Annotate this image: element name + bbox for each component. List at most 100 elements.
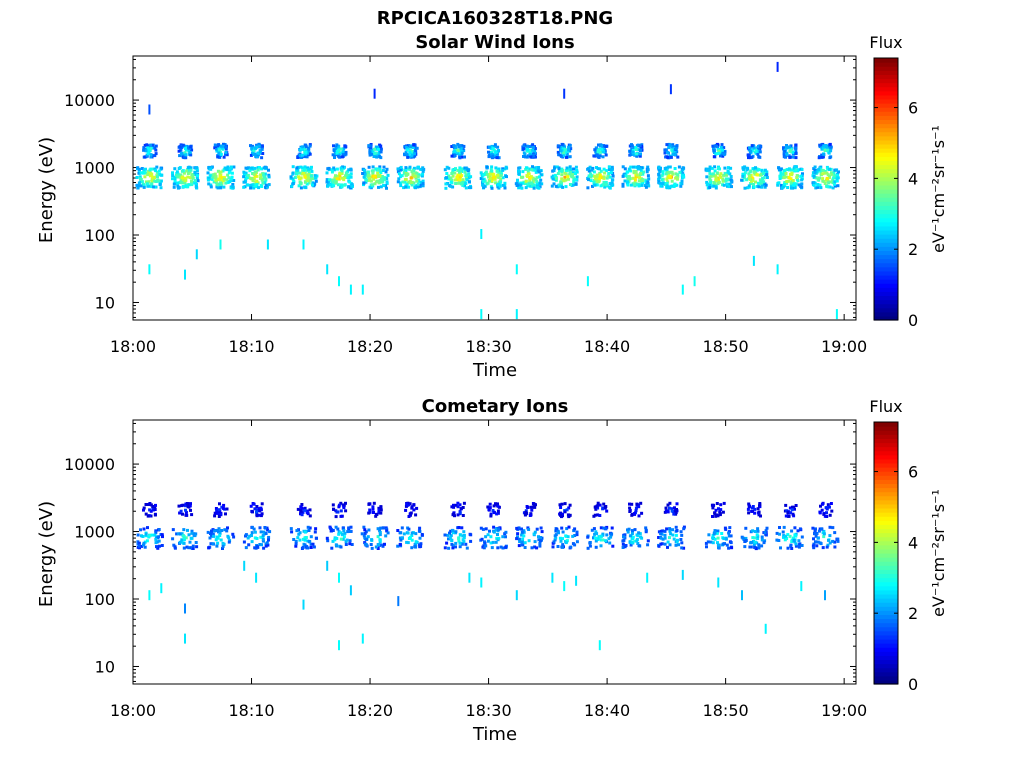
flux-cell [630,512,634,516]
flux-cell [171,537,175,541]
flux-cell [601,532,605,536]
flux-cell [716,167,720,170]
flux-cell [497,167,501,171]
flux-cell [209,185,213,189]
flux-cell [161,535,164,539]
flux-cell [216,510,220,514]
flux-cell [252,149,256,153]
flux-cell [249,186,253,190]
flux-cell [831,539,835,543]
flux-cell [300,506,304,510]
flux-cell [754,547,758,551]
flux-cell [647,184,651,188]
flux-cell [631,537,634,541]
flux-cell [418,183,422,187]
flux-cell [331,153,335,157]
flux-cell [345,538,349,542]
flux-cell [586,176,590,180]
flux-cell [260,512,264,516]
flux-cell [291,165,295,169]
flux-cell [602,150,606,153]
flux-cell [349,585,352,596]
flux-cell [338,174,342,178]
flux-cell [154,144,158,148]
flux-cell [751,529,755,533]
colorbar-segment [874,589,898,595]
flux-cell [224,166,228,170]
flux-cell [753,545,757,549]
flux-cell [152,185,156,189]
flux-cell [488,529,491,533]
flux-cell [232,535,236,539]
flux-cell [663,529,667,533]
spectrogram-cells [135,61,840,320]
flux-cell [212,173,216,177]
flux-cell [586,167,590,171]
flux-cell [670,148,674,152]
flux-cell [552,169,556,172]
flux-cell [594,545,598,549]
flux-cell [525,174,529,178]
flux-cell [714,179,718,183]
flux-cell [361,284,364,295]
flux-cell [380,175,384,178]
flux-cell [757,168,761,172]
flux-cell [797,183,801,187]
flux-cell [490,546,494,550]
colorbar-segment [874,242,898,247]
flux-cell [596,155,600,159]
flux-cell [751,182,755,186]
flux-cell [213,143,217,147]
flux-cell [712,147,715,151]
x-axis: 18:00 18:10 18:20 18:30 18:40 18:50 19:00 [110,56,867,356]
flux-cell [833,545,837,549]
flux-cell [252,527,256,531]
flux-cell [299,165,303,169]
flux-cell [443,546,447,550]
flux-cell [747,156,750,160]
flux-cell [606,175,610,179]
flux-cell [534,170,538,174]
flux-cell [329,529,333,533]
flux-cell [298,181,302,185]
y-tick-label: 10000 [64,455,115,474]
flux-cell [799,184,803,188]
colorbar-segment [874,62,898,67]
flux-cell [347,168,351,172]
flux-cell [292,538,296,541]
flux-cell [209,167,213,171]
flux-cell [396,170,400,174]
flux-cell [822,535,826,539]
flux-cell [632,169,636,173]
flux-cell [829,180,832,184]
flux-cell [607,165,611,169]
flux-cell [376,171,380,175]
flux-cell [397,177,401,181]
flux-cell [680,170,683,174]
flux-cell [494,181,498,185]
flux-cell [829,145,833,149]
flux-cell [484,544,488,548]
flux-cell [178,181,182,184]
flux-cell [255,537,259,540]
flux-cell [459,507,463,511]
flux-cell [744,526,748,530]
flux-cell [572,529,576,533]
flux-cell [366,535,370,539]
flux-cell [567,525,571,529]
y-tick-label: 10 [95,293,115,312]
flux-cell [176,186,180,190]
flux-cell [668,143,672,147]
flux-cell [596,513,600,517]
x-tick-label: 18:10 [228,701,274,720]
flux-cell [340,169,344,173]
flux-cell [592,170,596,174]
flux-cell [598,171,602,175]
flux-cell [693,276,696,287]
flux-cell [419,180,423,184]
flux-cell [633,178,637,182]
flux-cell [637,531,641,535]
flux-cell [659,532,663,536]
colorbar-segment [874,262,898,268]
flux-cell [449,180,453,184]
